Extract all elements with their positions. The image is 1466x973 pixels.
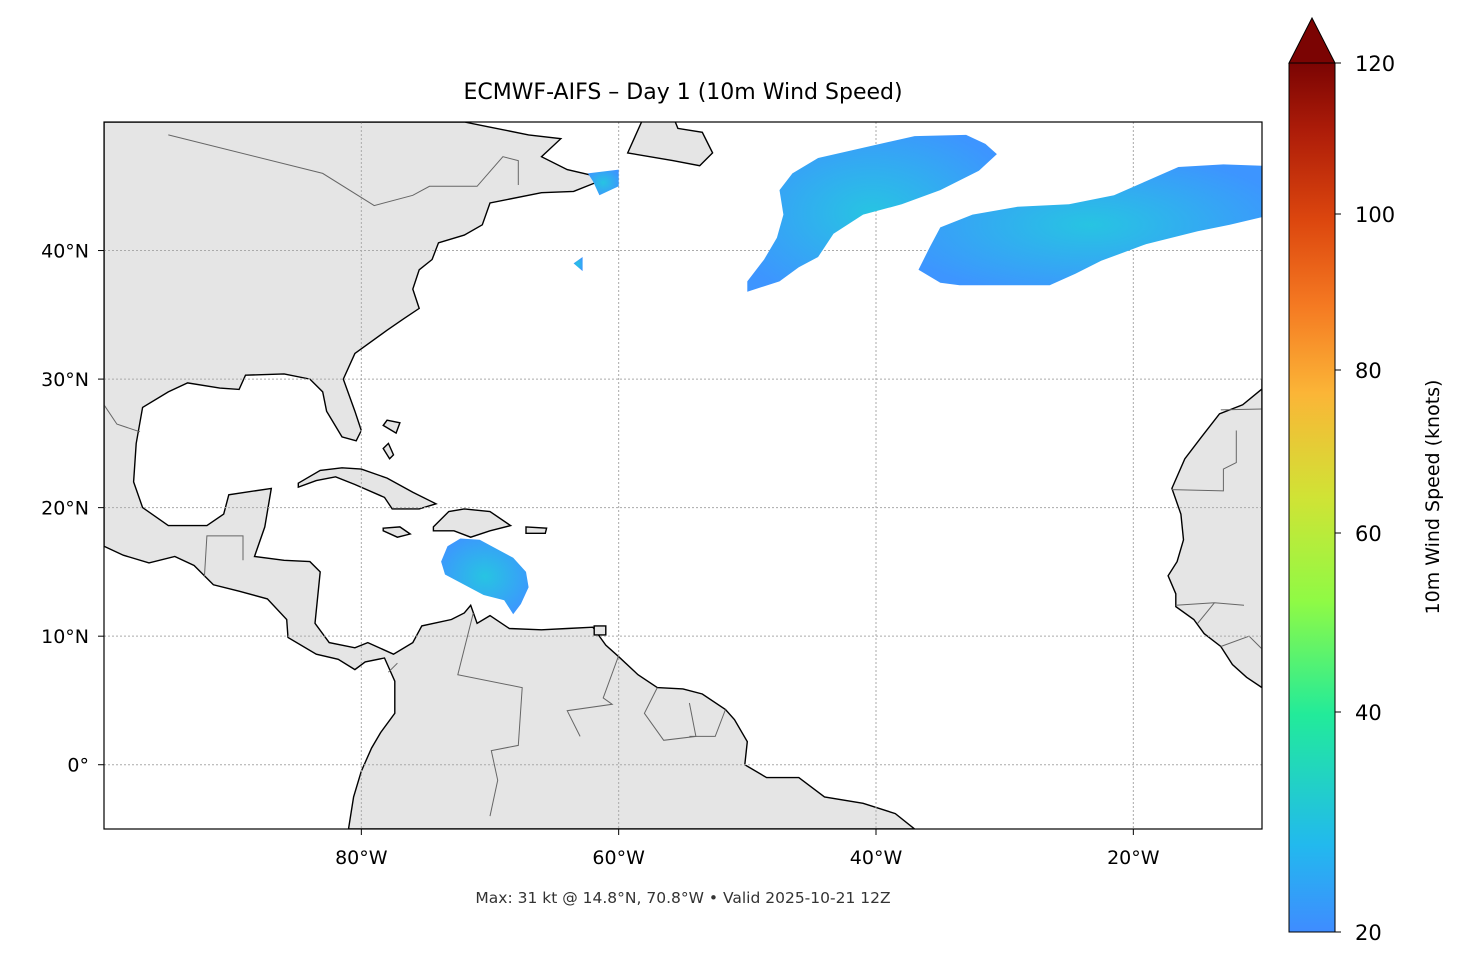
wind-speed-area bbox=[573, 257, 583, 272]
landmass-jamaica bbox=[382, 526, 412, 538]
x-tick-label: 20°W bbox=[1107, 847, 1160, 869]
landmass-bahamas1 bbox=[382, 419, 401, 435]
wind-speed-area bbox=[747, 134, 997, 292]
colorbar-tick-label: 20 bbox=[1355, 921, 1382, 945]
chart-title: ECMWF-AIFS – Day 1 (10m Wind Speed) bbox=[463, 80, 902, 105]
border-line bbox=[388, 662, 398, 673]
border-line bbox=[104, 404, 141, 433]
colorbar-tick-label: 60 bbox=[1355, 522, 1382, 546]
landmass-bahamas2 bbox=[382, 442, 395, 460]
border-line bbox=[1197, 602, 1215, 624]
colorbar-tick-label: 80 bbox=[1355, 359, 1382, 383]
border-line bbox=[168, 134, 519, 207]
x-tick-label: 40°W bbox=[850, 847, 903, 869]
x-tick-label: 80°W bbox=[335, 847, 388, 869]
colorbar: 20 40 60 80 100 120 10m Wind Speed (knots) bbox=[1288, 16, 1444, 945]
y-tick-label: 10°N bbox=[41, 626, 89, 648]
border-line bbox=[1220, 408, 1262, 411]
border-line bbox=[1171, 430, 1237, 492]
footer-caption: Max: 31 kt @ 14.8°N, 70.8°W • Valid 2025… bbox=[475, 889, 890, 907]
wind-speed-area bbox=[441, 538, 529, 615]
landmass-americas bbox=[104, 122, 916, 829]
landmass-africa bbox=[1167, 379, 1262, 689]
landmass-hispaniola bbox=[432, 508, 513, 538]
colorbar-tick-label: 100 bbox=[1355, 203, 1395, 227]
colorbar-frame bbox=[1288, 63, 1336, 933]
wind-speed-area bbox=[587, 169, 619, 196]
landmass-cuba bbox=[297, 467, 438, 510]
wind-speed-area bbox=[918, 164, 1262, 286]
border-line bbox=[643, 687, 697, 741]
colorbar-gradient bbox=[1289, 63, 1335, 932]
y-axis: 40°N 30°N 20°N 10°N 0° bbox=[41, 241, 104, 777]
y-tick-label: 40°N bbox=[41, 241, 89, 263]
map-area bbox=[104, 122, 1262, 829]
border-line bbox=[566, 655, 620, 737]
border-line bbox=[203, 535, 244, 578]
colorbar-tick-label: 120 bbox=[1355, 52, 1395, 76]
border-line bbox=[689, 709, 726, 737]
colorbar-tick-label: 40 bbox=[1355, 701, 1382, 725]
x-tick-label: 60°W bbox=[592, 847, 645, 869]
y-tick-label: 0° bbox=[67, 755, 89, 777]
landmass-puertorico bbox=[525, 526, 548, 534]
border-line bbox=[457, 612, 523, 817]
map-frame bbox=[103, 121, 1263, 830]
colorbar-ticks: 20 40 60 80 100 120 bbox=[1335, 52, 1395, 945]
x-axis: 80°W 60°W 40°W 20°W bbox=[335, 829, 1160, 869]
landmass-newfoundland bbox=[626, 122, 714, 167]
landmass-trinidad bbox=[593, 625, 607, 636]
colorbar-extend-arrow bbox=[1288, 16, 1336, 64]
wind-layer bbox=[441, 134, 1262, 615]
y-tick-label: 30°N bbox=[41, 369, 89, 391]
y-tick-label: 20°N bbox=[41, 498, 89, 520]
colorbar-label: 10m Wind Speed (knots) bbox=[1422, 380, 1444, 615]
land-layer bbox=[104, 122, 1262, 829]
